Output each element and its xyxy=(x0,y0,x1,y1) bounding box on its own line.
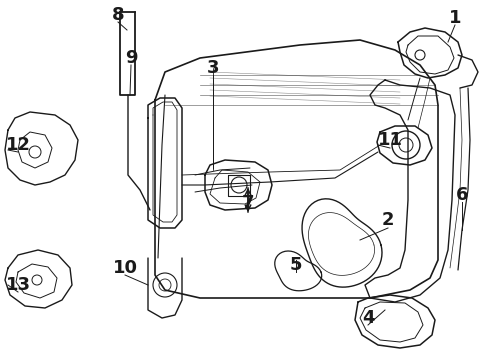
Text: 11: 11 xyxy=(377,131,402,149)
Text: 3: 3 xyxy=(207,59,219,77)
Text: 13: 13 xyxy=(5,276,30,294)
Text: 5: 5 xyxy=(290,256,302,274)
Text: 6: 6 xyxy=(456,186,468,204)
Text: 7: 7 xyxy=(242,194,254,212)
Text: 1: 1 xyxy=(449,9,461,27)
Text: 2: 2 xyxy=(382,211,394,229)
Text: 10: 10 xyxy=(113,259,138,277)
Text: 4: 4 xyxy=(362,309,374,327)
Text: 12: 12 xyxy=(5,136,30,154)
Text: 8: 8 xyxy=(112,6,124,24)
Text: 9: 9 xyxy=(125,49,137,67)
